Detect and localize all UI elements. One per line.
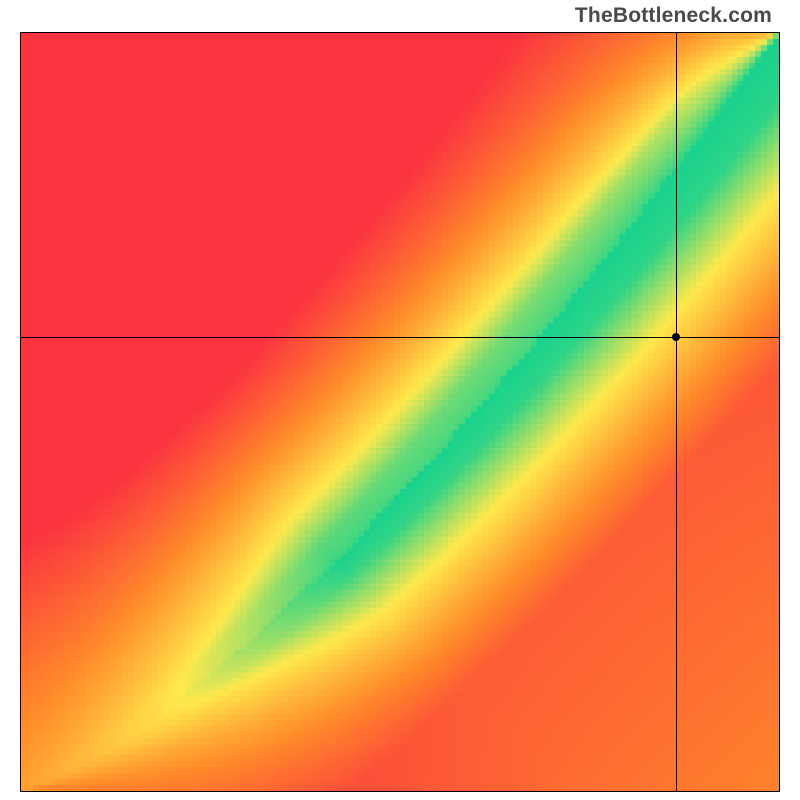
bottleneck-heatmap <box>20 32 780 792</box>
heatmap-canvas <box>21 33 779 791</box>
watermark-text: TheBottleneck.com <box>575 4 772 28</box>
crosshair-vertical <box>676 33 677 791</box>
crosshair-marker <box>672 333 680 341</box>
crosshair-horizontal <box>21 337 779 338</box>
